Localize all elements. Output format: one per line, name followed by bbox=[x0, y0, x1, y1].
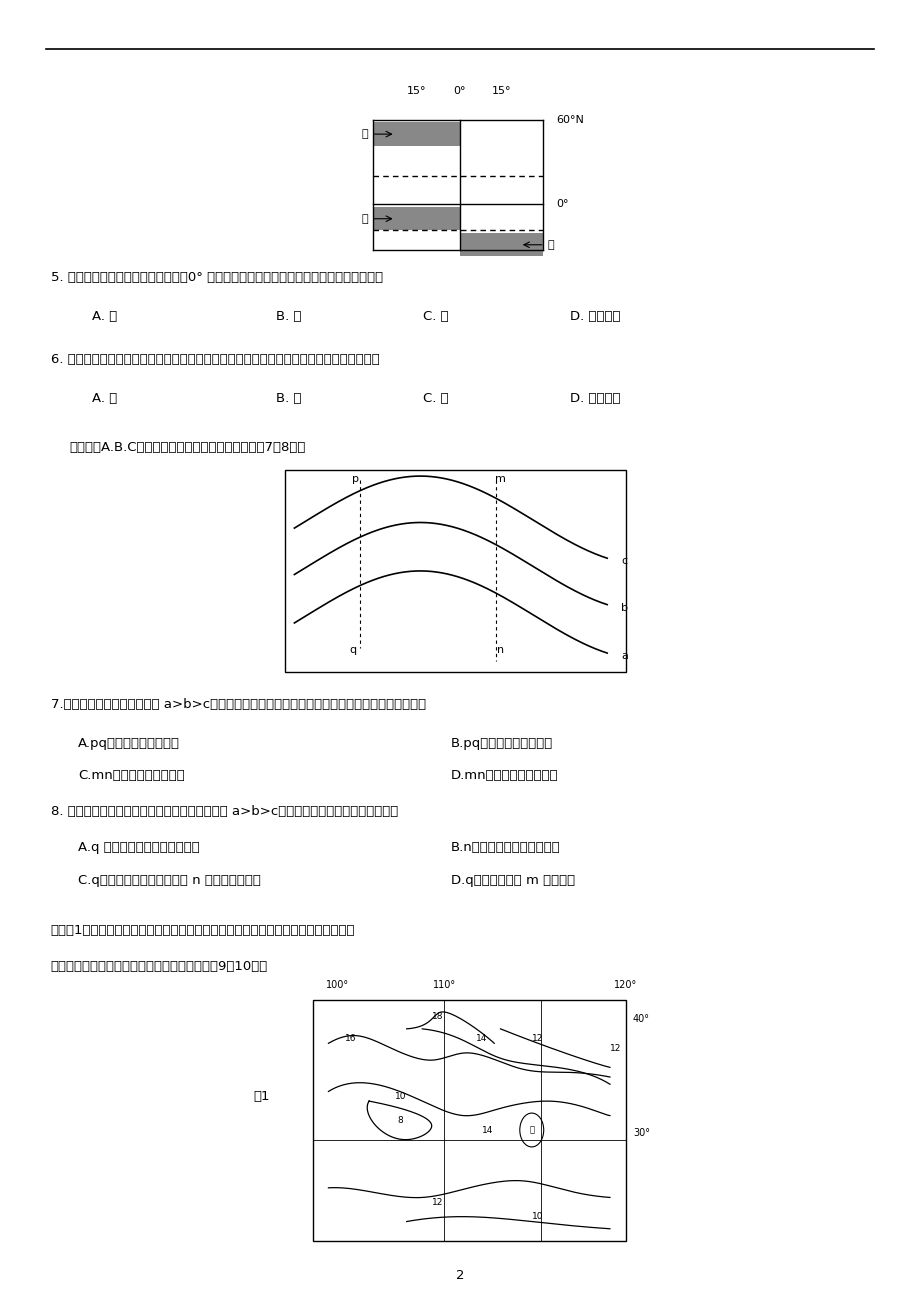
Text: 100°: 100° bbox=[326, 979, 349, 990]
Text: A. 甲: A. 甲 bbox=[92, 392, 117, 405]
Text: m: m bbox=[494, 474, 505, 484]
Text: 甲: 甲 bbox=[361, 129, 368, 139]
Text: n: n bbox=[497, 644, 504, 655]
Bar bbox=[460, 233, 542, 256]
Text: 60°N: 60°N bbox=[556, 115, 584, 125]
Text: 12: 12 bbox=[532, 1034, 543, 1043]
Text: 30°: 30° bbox=[632, 1128, 649, 1138]
Text: b: b bbox=[620, 603, 628, 613]
Text: 16: 16 bbox=[345, 1034, 356, 1043]
Text: B. 乙: B. 乙 bbox=[276, 392, 301, 405]
Text: 0°: 0° bbox=[556, 199, 569, 210]
Text: 乙: 乙 bbox=[361, 214, 368, 224]
Text: C. 丙: C. 丙 bbox=[423, 310, 448, 323]
Text: C.q对应的近地面气压一定比 n 地近地面气压高: C.q对应的近地面气压一定比 n 地近地面气压高 bbox=[78, 874, 261, 887]
Text: 14: 14 bbox=[475, 1034, 487, 1043]
Text: 7.．若图中曲线为等高线，且 a>b>c，则下列说法正确的是　　　　　　　　　　　　　（　　）: 7.．若图中曲线为等高线，且 a>b>c，则下列说法正确的是 （ ） bbox=[51, 698, 425, 711]
Text: 15°: 15° bbox=[491, 86, 511, 96]
Text: 10: 10 bbox=[394, 1092, 405, 1100]
Bar bbox=[285, 470, 625, 672]
Text: 40°: 40° bbox=[632, 1014, 649, 1025]
Text: 图1为我国局部地区日均气温最大负距平分布图（日均气温距平是指日平均气温与: 图1为我国局部地区日均气温最大负距平分布图（日均气温距平是指日平均气温与 bbox=[51, 924, 355, 937]
Text: D. 无法判断: D. 无法判断 bbox=[570, 310, 620, 323]
Text: 110°: 110° bbox=[432, 979, 455, 990]
Text: 0°: 0° bbox=[453, 86, 466, 96]
Bar bbox=[372, 207, 460, 230]
Text: B.n对应的近地面天气多晴朗: B.n对应的近地面天气多晴朗 bbox=[450, 841, 560, 854]
Text: A.pq线为山谷线，集水线: A.pq线为山谷线，集水线 bbox=[78, 737, 180, 750]
Text: 14: 14 bbox=[482, 1125, 494, 1134]
Bar bbox=[372, 122, 460, 146]
Text: q: q bbox=[349, 644, 356, 655]
Text: 8: 8 bbox=[397, 1116, 403, 1125]
Text: a: a bbox=[620, 651, 627, 661]
Text: 一年内日均温的平均値之间的差値），读图完戅9～10题。: 一年内日均温的平均値之间的差値），读图完戅9～10题。 bbox=[51, 960, 267, 973]
Text: B. 乙: B. 乙 bbox=[276, 310, 301, 323]
Text: 120°: 120° bbox=[613, 979, 637, 990]
Text: 12: 12 bbox=[609, 1044, 620, 1052]
Text: 6. 图中三个阴影区域比例尺最小的是　　　　　　　　　　　　　　　　　　　　（　　）: 6. 图中三个阴影区域比例尺最小的是 （ ） bbox=[51, 353, 379, 366]
Text: 5. 甲、乙、丙三架飞机同时出发飞向0° 经线，而且同时到达，速度最慢的是　　（　　）: 5. 甲、乙、丙三架飞机同时出发飞向0° 经线，而且同时到达，速度最慢的是 （ … bbox=[51, 271, 382, 284]
Text: C.mn线为山脊线，集水线: C.mn线为山脊线，集水线 bbox=[78, 769, 185, 783]
Text: 15°: 15° bbox=[406, 86, 425, 96]
Text: p: p bbox=[352, 474, 358, 484]
Text: D.q点气压一定比 m 点气压低: D.q点气压一定比 m 点气压低 bbox=[450, 874, 574, 887]
Text: A. 甲: A. 甲 bbox=[92, 310, 117, 323]
Text: 甲: 甲 bbox=[528, 1125, 534, 1134]
Text: D.mn线为山谷线，分水线: D.mn线为山谷线，分水线 bbox=[450, 769, 558, 783]
Text: 2: 2 bbox=[455, 1269, 464, 1282]
Text: c: c bbox=[620, 556, 627, 566]
Text: 丙: 丙 bbox=[547, 240, 553, 250]
Text: A.q 　对应的近地面天气多晴朗: A.q 对应的近地面天气多晴朗 bbox=[78, 841, 199, 854]
Text: C. 丙: C. 丙 bbox=[423, 392, 448, 405]
Text: 8. 若图中曲线为垂直方向高空等压面分布图，且 a>b>c，则下列说法正确的是　（　　）: 8. 若图中曲线为垂直方向高空等压面分布图，且 a>b>c，则下列说法正确的是 … bbox=[51, 805, 397, 818]
Text: 图1: 图1 bbox=[253, 1090, 269, 1103]
Bar bbox=[312, 1000, 625, 1241]
Text: 18: 18 bbox=[432, 1012, 443, 1021]
Text: 读下图（A.B.C代表图中等値线相应的数値），回筗7～8题。: 读下图（A.B.C代表图中等値线相应的数値），回筗7～8题。 bbox=[69, 441, 305, 454]
Text: 12: 12 bbox=[432, 1198, 443, 1207]
Text: D. 无法判断: D. 无法判断 bbox=[570, 392, 620, 405]
Text: B.pq线为山脊线，分水线: B.pq线为山脊线，分水线 bbox=[450, 737, 552, 750]
Text: 10: 10 bbox=[532, 1212, 543, 1221]
